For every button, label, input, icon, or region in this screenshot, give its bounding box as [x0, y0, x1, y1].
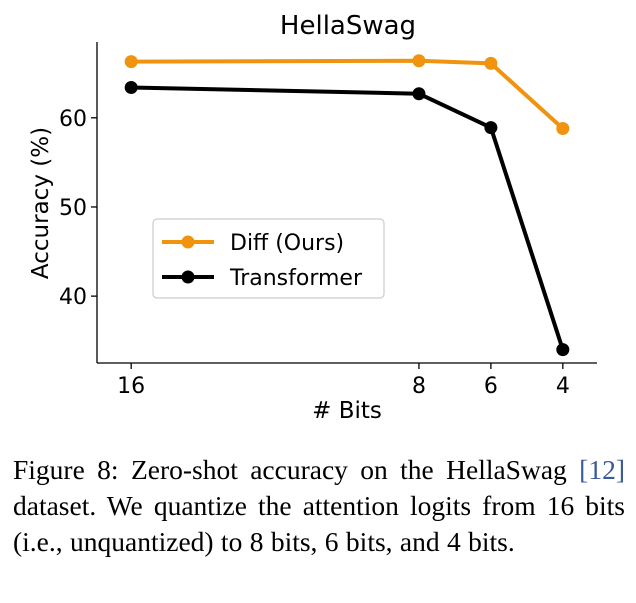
data-point-transformer	[556, 343, 570, 357]
y-tick-label: 60	[59, 107, 87, 132]
figure-caption: Figure 8: Zero-shot accuracy on the Hell…	[13, 452, 625, 560]
x-axis-label: # Bits	[312, 398, 382, 424]
data-point-diff-ours	[484, 56, 498, 70]
series-layer	[124, 54, 570, 357]
x-tick-label: 6	[484, 374, 498, 399]
data-point-transformer	[484, 121, 498, 135]
legend-label: Transformer	[229, 266, 363, 291]
caption-citation[interactable]: [12]	[579, 454, 625, 485]
y-axis-label: Accuracy (%)	[28, 127, 54, 279]
data-point-transformer	[124, 80, 138, 94]
legend-marker-swatch	[181, 270, 195, 284]
legend-marker-swatch	[181, 235, 195, 249]
series-transformer	[124, 80, 570, 357]
series-diff-ours	[124, 54, 570, 135]
x-tick-label: 4	[556, 374, 570, 399]
caption-text-after: dataset. We quantize the attention logit…	[13, 490, 625, 557]
data-point-diff-ours	[412, 54, 426, 68]
caption-label: Figure 8:	[13, 454, 119, 485]
data-point-transformer	[412, 87, 426, 101]
chart: HellaSwag 40 50 60 16 8 6 4 Accuracy (%) # Bi…	[28, 11, 597, 424]
legend-entry-diff-ours: Diff (Ours)	[162, 231, 344, 256]
y-tick-label: 50	[59, 196, 87, 221]
legend-label: Diff (Ours)	[230, 231, 344, 256]
legend: Diff (Ours) Transformer	[152, 218, 385, 299]
x-tick-label: 8	[412, 374, 426, 399]
data-point-diff-ours	[556, 121, 570, 135]
data-point-diff-ours	[124, 55, 138, 69]
y-tick-label: 40	[59, 285, 87, 310]
series-line-transformer	[129, 85, 565, 352]
legend-entry-transformer: Transformer	[162, 266, 363, 291]
legend-entries: Diff (Ours) Transformer	[162, 231, 363, 291]
caption-text-before: Zero-shot accuracy on the HellaSwag	[130, 454, 567, 485]
x-ticks: 16 8 6 4	[117, 363, 570, 399]
chart-title: HellaSwag	[280, 11, 416, 41]
series-line-diff-ours	[129, 58, 565, 131]
line-chart: HellaSwag 40 50 60 16 8 6 4 Accuracy (%) # Bi…	[28, 11, 597, 424]
y-ticks: 40 50 60	[59, 107, 97, 310]
x-tick-label: 16	[117, 374, 145, 399]
